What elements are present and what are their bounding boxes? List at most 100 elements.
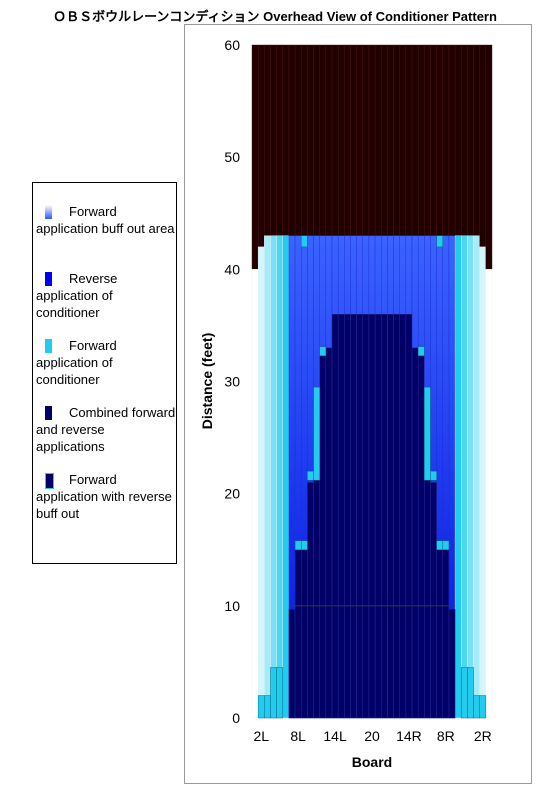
dry-area-board-25 xyxy=(399,44,407,236)
forward-mark-board-36 xyxy=(467,667,474,719)
dry-area-board-18 xyxy=(356,44,363,236)
forward-mark-board-37 xyxy=(473,695,480,719)
dry-area-board-8 xyxy=(294,44,302,236)
dry-area-board-9 xyxy=(301,44,308,236)
forward-mark-board-9 xyxy=(300,235,308,248)
dry-area-board-12 xyxy=(319,44,327,236)
combined-board-20 xyxy=(368,313,376,719)
oil-column-board-35 xyxy=(461,235,468,719)
x-tick-label: 14L xyxy=(323,728,347,744)
oil-column-board-39 xyxy=(485,269,493,719)
dry-area-board-27 xyxy=(411,44,419,236)
dry-area-board-21 xyxy=(374,44,382,236)
dry-area-board-31 xyxy=(436,44,443,236)
forward-mark-board-9 xyxy=(300,540,308,551)
combined-board-16 xyxy=(344,313,351,719)
dry-area-board-14 xyxy=(331,44,339,236)
y-axis-title: Distance (feet) xyxy=(199,333,215,429)
combined-board-28 xyxy=(417,355,425,719)
oil-column-board-3 xyxy=(264,235,271,719)
x-tick-label: 8R xyxy=(437,728,455,744)
dry-area-board-7 xyxy=(288,44,296,236)
legend: Forward application buff out area Reverse… xyxy=(32,182,177,564)
oil-column-board-6 xyxy=(282,235,290,719)
y-tick-label: 30 xyxy=(224,374,240,390)
dry-area-board-10 xyxy=(307,44,314,236)
dry-area-board-19 xyxy=(362,44,370,236)
dry-area-board-28 xyxy=(417,44,425,236)
combined-board-17 xyxy=(350,313,357,719)
combined-board-14 xyxy=(331,313,339,719)
combined-board-25 xyxy=(399,313,407,719)
forward-mark-board-5 xyxy=(276,667,284,719)
chart-title: ＯＢＳボウルレーンコンディション Overhead View of Condit… xyxy=(53,9,497,24)
oil-column-board-34 xyxy=(454,235,462,719)
dry-area-board-36 xyxy=(467,44,474,236)
dry-area-board-30 xyxy=(430,44,437,236)
dry-area-board-2 xyxy=(257,44,265,248)
dry-area-board-16 xyxy=(344,44,351,236)
dry-area-board-29 xyxy=(424,44,431,236)
x-tick-label: 20 xyxy=(364,728,380,744)
y-tick-label: 60 xyxy=(224,37,240,53)
dry-area-board-39 xyxy=(485,44,493,270)
dry-area-board-37 xyxy=(473,44,480,236)
dry-area-board-15 xyxy=(337,44,345,236)
x-tick-label: 14R xyxy=(396,728,422,744)
combined-board-21 xyxy=(374,313,382,719)
forward-mark-board-38 xyxy=(479,695,487,719)
combined-board-12 xyxy=(319,355,327,719)
combined-board-33 xyxy=(448,608,456,719)
y-tick-label: 50 xyxy=(224,149,240,165)
oil-column-board-36 xyxy=(467,235,474,719)
combined-board-24 xyxy=(393,313,400,719)
forward-mark-board-31 xyxy=(436,235,444,248)
dry-area-board-26 xyxy=(405,44,413,236)
oil-column-board-4 xyxy=(270,235,277,719)
x-tick-label: 2L xyxy=(253,728,269,744)
combined-board-10 xyxy=(307,482,314,719)
y-tick-label: 10 xyxy=(224,598,240,614)
combined-board-18 xyxy=(356,313,364,719)
combined-board-32 xyxy=(442,549,450,719)
x-tick-label: 2R xyxy=(474,728,492,744)
y-axis: 0 10 20 30 40 50 60 xyxy=(224,37,240,726)
forward-mark-board-2 xyxy=(257,695,265,719)
combined-board-27 xyxy=(411,347,419,719)
plot-frame xyxy=(184,24,532,784)
dry-area-board-13 xyxy=(325,44,333,236)
dry-area-board-4 xyxy=(270,44,277,236)
dry-area-board-23 xyxy=(387,44,394,236)
oil-column-board-2 xyxy=(257,246,265,719)
forward-mark-board-28 xyxy=(417,346,425,356)
forward-mark-board-30 xyxy=(430,470,437,481)
legend-label: Reverse application of conditioner xyxy=(36,271,118,320)
legend-swatch xyxy=(45,406,52,420)
dry-area-board-1 xyxy=(251,44,259,270)
combined-board-19 xyxy=(362,313,370,719)
forward-mark-board-12 xyxy=(319,346,327,356)
legend-swatch xyxy=(45,272,52,286)
forward-mark-board-31 xyxy=(436,540,444,551)
forward-mark-board-35 xyxy=(460,667,468,719)
legend-swatch xyxy=(45,473,54,489)
forward-mark-board-11 xyxy=(313,386,320,481)
y-tick-label: 40 xyxy=(224,261,240,277)
dry-area-board-17 xyxy=(350,44,357,236)
oil-column-board-37 xyxy=(473,235,480,719)
legend-label: Forward application with reverse buff ou… xyxy=(36,472,172,521)
combined-board-22 xyxy=(380,313,388,719)
y-tick-label: 0 xyxy=(232,710,240,726)
dry-area-board-5 xyxy=(276,44,283,236)
forward-mark-board-32 xyxy=(442,540,450,551)
forward-mark-board-29 xyxy=(424,386,431,481)
y-tick-label: 20 xyxy=(224,486,240,502)
oil-column-board-38 xyxy=(479,246,487,719)
combined-board-13 xyxy=(325,347,333,719)
oil-column-board-1 xyxy=(251,269,259,719)
combined-board-15 xyxy=(337,313,345,719)
forward-mark-board-8 xyxy=(294,540,302,551)
x-tick-label: 8L xyxy=(290,728,306,744)
combined-board-30 xyxy=(430,482,437,719)
